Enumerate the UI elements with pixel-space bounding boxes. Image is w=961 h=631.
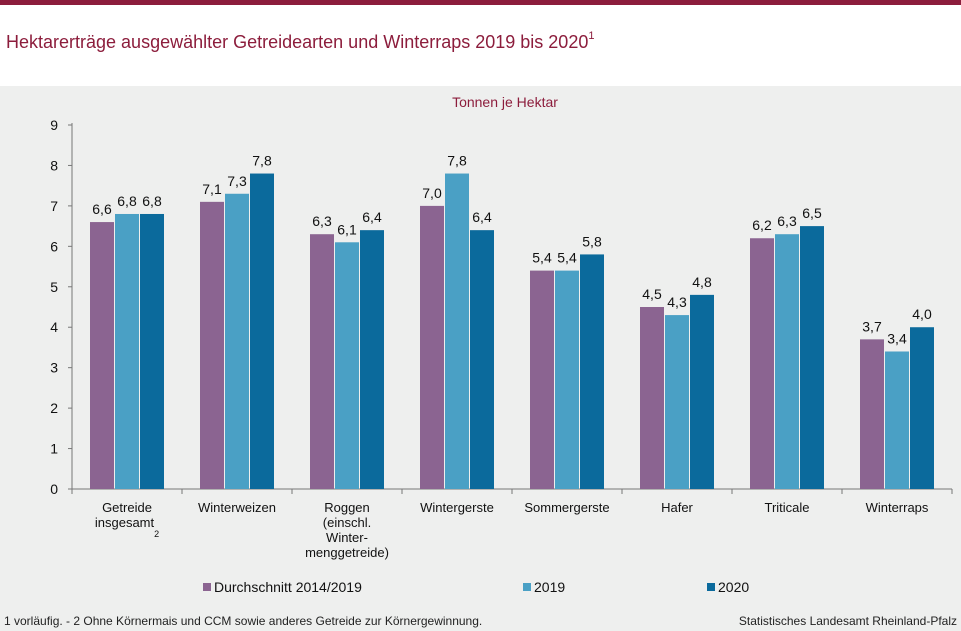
y-tick-label: 5 [50,279,58,295]
data-label: 4,0 [912,306,932,322]
title-footnote-marker: 1 [588,30,595,42]
category-label: Winterraps [866,500,929,515]
bar-3 [800,226,824,489]
y-tick-label: 9 [50,117,58,133]
unit-label: Tonnen je Hektar [452,94,558,110]
bar-2 [115,213,139,489]
y-tick-label: 1 [50,441,58,457]
y-tick-label: 8 [50,157,58,173]
bar-1 [530,270,554,489]
bar-2 [335,242,359,489]
legend-swatch-3 [707,583,715,591]
category-label: Winter- [326,530,368,545]
y-tick-label: 3 [50,360,58,376]
bar-1 [420,205,444,489]
y-tick-label: 6 [50,238,58,254]
legend-label: 2020 [718,579,749,595]
data-label: 4,5 [642,286,662,302]
bar-1 [90,222,114,490]
data-label: 5,4 [557,250,577,266]
y-tick-label: 0 [50,481,58,497]
data-label: 3,4 [887,330,907,346]
data-label: 6,5 [802,205,822,221]
bar-2 [555,270,579,489]
category-label: menggetreide) [305,545,389,560]
legend-label: 2019 [534,579,565,595]
data-label: 6,3 [777,213,797,229]
data-label: 6,3 [312,213,332,229]
bar-1 [750,238,774,489]
footnote: 1 vorläufig. - 2 Ohne Körnermais und CCM… [4,614,483,628]
category-label: Triticale [764,500,809,515]
y-tick-label: 4 [50,319,58,335]
bar-3 [580,254,604,489]
bar-2 [885,351,909,489]
category-label: Sommergerste [524,500,609,515]
data-label: 6,2 [752,217,772,233]
bar-2 [225,193,249,489]
data-label: 7,1 [202,181,222,197]
bar-3 [360,230,384,489]
data-label: 6,1 [337,221,357,237]
source-credit: Statistisches Landesamt Rheinland-Pfalz [738,614,957,628]
category-label: Winterweizen [198,500,276,515]
bar-1 [860,339,884,489]
data-label: 4,8 [692,274,712,290]
bar-1 [200,201,224,489]
bar-2 [665,315,689,489]
chart-header: Hektarerträge ausgewählter Getreidearten… [0,5,961,74]
header-separator [0,74,961,86]
category-label: insgesamt2 [95,515,159,539]
bar-3 [910,327,934,489]
legend-swatch-2 [523,583,531,591]
bar-1 [310,234,334,489]
bar-3 [140,213,164,489]
chart-title: Hektarerträge ausgewählter Getreidearten… [6,30,595,52]
y-tick-label: 2 [50,400,58,416]
bar-2 [775,234,799,489]
chart-area: Tonnen je Hektar 0 1 2 3 4 5 6 7 8 9 6,6 6,8 6,8 Getr… [0,86,961,606]
category-label: Hafer [661,500,693,515]
category-label: Roggen [324,500,370,515]
data-label: 6,6 [92,201,112,217]
bar-2 [445,173,469,489]
data-label: 6,4 [362,209,382,225]
data-label: 5,4 [532,250,552,266]
data-label: 7,0 [422,185,442,201]
data-label: 4,3 [667,294,687,310]
legend-label: Durchschnitt 2014/2019 [214,579,362,595]
data-label: 5,8 [582,233,602,249]
bar-1 [640,307,664,489]
category-label: Getreide [102,500,152,515]
y-tick-label: 7 [50,198,58,214]
data-label: 7,3 [227,173,247,189]
data-label: 6,8 [117,193,137,209]
data-label: 7,8 [252,153,272,169]
bar-3 [250,173,274,489]
data-label: 6,4 [472,209,492,225]
legend-swatch-1 [203,583,211,591]
data-label: 7,8 [447,153,467,169]
data-label: 3,7 [862,318,882,334]
category-label: Wintergerste [420,500,494,515]
top-accent-bar [0,0,961,5]
data-label: 6,8 [142,193,162,209]
category-label: (einschl. [323,515,371,530]
bar-3 [470,230,494,489]
bar-3 [690,294,714,489]
